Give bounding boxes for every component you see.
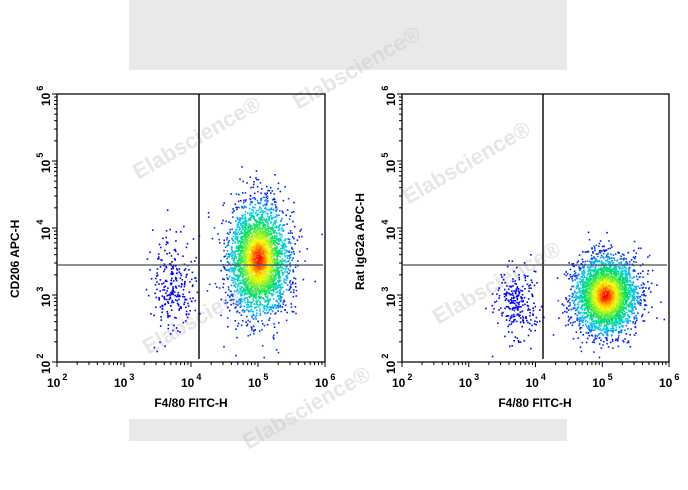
- y-tick-label: 104: [380, 219, 398, 240]
- x-tick-label: 10 4: [181, 372, 202, 390]
- y-tick-label: 103: [35, 286, 53, 307]
- x-tick-label: 10 3: [114, 372, 135, 390]
- y-tick-label: 106: [35, 85, 53, 106]
- y-axis-label-left: CD206 APC-H: [8, 219, 22, 298]
- top-gray-band: [129, 0, 567, 70]
- x-axis-label-right: F4/80 FITC-H: [498, 396, 572, 410]
- x-tick-label: 10 3: [458, 372, 480, 390]
- y-tick-label: 105: [35, 152, 53, 173]
- y-tick-label: 106: [380, 85, 398, 106]
- x-tick-label: 10 2: [392, 372, 413, 390]
- x-tick-label: 10 2: [47, 372, 68, 390]
- bottom-gray-band: [129, 419, 567, 441]
- y-tick-label: 103: [380, 286, 398, 307]
- x-tick-label: 10 4: [525, 372, 546, 390]
- plot-frame: [56, 93, 326, 363]
- x-axis-label-left: F4/80 FITC-H: [154, 396, 228, 410]
- plot-frame: [401, 93, 670, 363]
- y-tick-label: 104: [35, 219, 53, 240]
- x-tick-label: 10 6: [659, 372, 680, 390]
- y-tick-label: 105: [380, 152, 398, 173]
- x-tick-label: 10 5: [592, 372, 613, 390]
- y-axis-label-right: Rat IgG2a APC-H: [353, 193, 367, 290]
- x-tick-label: 10 6: [315, 372, 336, 390]
- flow-plot-left: [52, 93, 326, 367]
- y-tick-label: 102: [35, 353, 53, 374]
- flow-plot-right: [397, 93, 670, 367]
- x-tick-label: 10 5: [248, 372, 269, 390]
- y-tick-label: 102: [380, 353, 398, 374]
